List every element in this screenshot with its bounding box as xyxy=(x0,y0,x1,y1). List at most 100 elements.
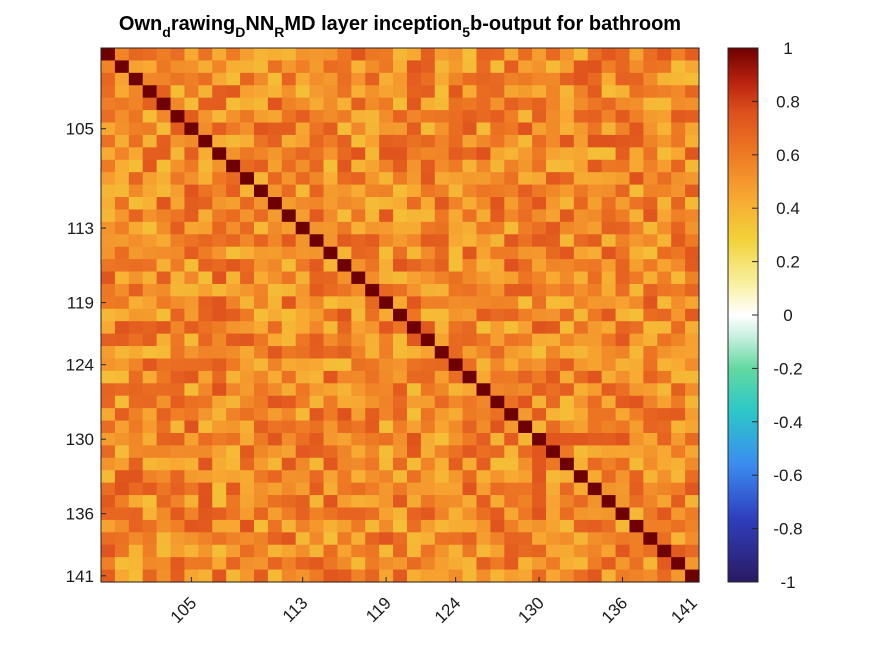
heatmap-cell xyxy=(546,346,561,360)
heatmap-cell xyxy=(323,420,339,434)
heatmap-cell xyxy=(643,97,658,111)
heatmap-cell xyxy=(170,470,186,484)
heatmap-cell xyxy=(198,122,213,136)
heatmap-cell xyxy=(101,72,116,86)
heatmap-cell xyxy=(309,172,325,186)
heatmap-cell xyxy=(546,395,561,409)
heatmap-cell xyxy=(393,85,408,99)
heatmap-cell xyxy=(559,283,575,297)
heatmap-cell xyxy=(615,532,631,546)
heatmap-cell xyxy=(184,321,199,335)
heatmap-cell xyxy=(101,470,116,484)
heatmap-cell xyxy=(323,197,339,211)
heatmap-cell xyxy=(337,97,352,111)
heatmap-cell xyxy=(170,97,186,111)
heatmap-cell xyxy=(657,532,672,546)
heatmap-cell xyxy=(309,507,325,521)
heatmap-cell xyxy=(393,420,408,434)
heatmap-cell xyxy=(281,432,297,446)
heatmap-cell xyxy=(114,85,130,99)
heatmap-cell xyxy=(420,532,436,546)
heatmap-cell xyxy=(226,110,241,124)
heatmap-cell xyxy=(406,370,422,384)
heatmap-cell xyxy=(170,432,186,446)
heatmap-cell xyxy=(643,445,658,459)
heatmap-cell xyxy=(587,296,603,310)
heatmap-cell xyxy=(226,420,241,434)
heatmap-cell xyxy=(114,383,130,397)
heatmap-cell xyxy=(420,283,436,297)
heatmap-cell xyxy=(365,482,380,496)
heatmap-cell xyxy=(532,482,547,496)
heatmap-cell xyxy=(170,507,186,521)
heatmap-cell xyxy=(240,271,255,285)
heatmap-cell xyxy=(685,383,700,397)
heatmap-cell xyxy=(532,283,547,297)
heatmap-cell xyxy=(629,395,644,409)
heatmap-cell xyxy=(281,470,297,484)
heatmap-cell xyxy=(601,246,617,260)
colorbar-tick-label: 0.6 xyxy=(776,146,800,165)
heatmap-cell xyxy=(587,122,603,136)
heatmap-cell-diagonal xyxy=(434,346,450,360)
heatmap-cell xyxy=(198,495,213,509)
heatmap-cell xyxy=(379,544,394,558)
heatmap-cell xyxy=(128,370,144,384)
heatmap-cell xyxy=(253,221,269,235)
heatmap-cell xyxy=(351,134,366,148)
heatmap-cell xyxy=(406,420,422,434)
heatmap-cell xyxy=(351,432,366,446)
heatmap xyxy=(101,48,700,583)
heatmap-cell xyxy=(323,557,339,571)
heatmap-cell xyxy=(615,408,631,422)
heatmap-cell xyxy=(184,358,199,372)
heatmap-cell xyxy=(114,321,130,335)
heatmap-cell xyxy=(518,296,533,310)
heatmap-cell xyxy=(198,308,213,322)
heatmap-cell xyxy=(476,147,491,161)
heatmap-cell xyxy=(448,557,464,571)
heatmap-cell xyxy=(323,532,339,546)
heatmap-cell xyxy=(184,395,199,409)
heatmap-cell xyxy=(462,383,478,397)
heatmap-cell xyxy=(309,482,325,496)
heatmap-cell xyxy=(573,482,589,496)
heatmap-cell xyxy=(406,495,422,509)
heatmap-cell xyxy=(128,271,144,285)
heatmap-cell-diagonal xyxy=(337,259,352,273)
heatmap-cell xyxy=(476,246,491,260)
heatmap-cell xyxy=(406,246,422,260)
heatmap-cell xyxy=(601,271,617,285)
heatmap-cell xyxy=(184,495,199,509)
heatmap-cell xyxy=(295,246,311,260)
heatmap-cell xyxy=(406,296,422,310)
heatmap-cell xyxy=(587,432,603,446)
heatmap-cell xyxy=(587,110,603,124)
heatmap-cell xyxy=(101,85,116,99)
heatmap-cell-diagonal xyxy=(671,557,686,571)
heatmap-cell xyxy=(546,197,561,211)
heatmap-cell xyxy=(573,544,589,558)
heatmap-cell xyxy=(323,308,339,322)
heatmap-cell xyxy=(212,532,227,546)
heatmap-cell xyxy=(114,221,130,235)
heatmap-cell xyxy=(476,432,491,446)
heatmap-cell xyxy=(281,383,297,397)
heatmap-cell xyxy=(365,159,380,173)
heatmap-cell xyxy=(295,97,311,111)
heatmap-cell xyxy=(295,134,311,148)
heatmap-cell xyxy=(253,122,269,136)
heatmap-cell xyxy=(267,60,283,74)
heatmap-cell xyxy=(420,85,436,99)
heatmap-cell xyxy=(156,383,172,397)
heatmap-cell xyxy=(184,532,199,546)
heatmap-cell xyxy=(587,147,603,161)
heatmap-cell xyxy=(170,296,186,310)
heatmap-cell xyxy=(114,209,130,223)
heatmap-cell xyxy=(351,85,366,99)
heatmap-cell xyxy=(532,197,547,211)
heatmap-cell xyxy=(281,271,297,285)
heatmap-cell xyxy=(476,308,491,322)
heatmap-cell xyxy=(323,85,339,99)
heatmap-cell xyxy=(587,358,603,372)
